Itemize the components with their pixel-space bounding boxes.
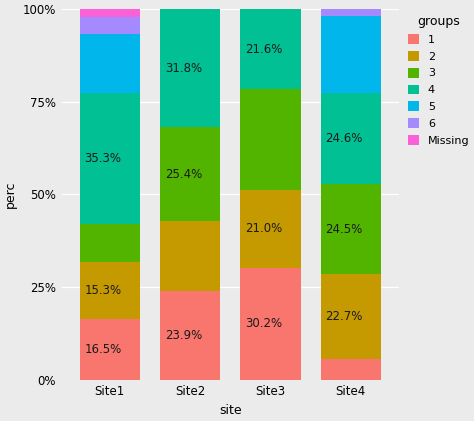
Bar: [321, 359, 381, 380]
Bar: [240, 190, 301, 268]
Bar: [160, 291, 220, 380]
Text: 23.9%: 23.9%: [165, 329, 202, 342]
Text: 15.3%: 15.3%: [84, 284, 122, 297]
Text: 30.2%: 30.2%: [245, 317, 283, 330]
Bar: [160, 127, 220, 221]
Bar: [321, 16, 381, 93]
Bar: [160, 9, 220, 127]
Bar: [80, 34, 140, 93]
Bar: [321, 93, 381, 184]
Text: 22.7%: 22.7%: [326, 310, 363, 323]
Bar: [80, 319, 140, 380]
Bar: [80, 9, 140, 16]
Bar: [321, 184, 381, 274]
Bar: [240, 89, 301, 190]
Text: 24.5%: 24.5%: [326, 223, 363, 236]
Bar: [240, 9, 301, 89]
Text: 35.3%: 35.3%: [84, 152, 121, 165]
Bar: [321, 9, 381, 16]
Bar: [160, 221, 220, 291]
X-axis label: site: site: [219, 404, 242, 417]
Text: 31.8%: 31.8%: [165, 61, 202, 75]
Bar: [321, 274, 381, 359]
Bar: [240, 268, 301, 380]
Text: 16.5%: 16.5%: [84, 343, 122, 356]
Bar: [80, 262, 140, 319]
Legend: 1, 2, 3, 4, 5, 6, Missing: 1, 2, 3, 4, 5, 6, Missing: [408, 15, 470, 146]
Text: 25.4%: 25.4%: [165, 168, 202, 181]
Text: 21.0%: 21.0%: [245, 222, 283, 235]
Text: 24.6%: 24.6%: [326, 132, 363, 145]
Bar: [80, 16, 140, 34]
Y-axis label: perc: perc: [4, 181, 17, 208]
Bar: [80, 224, 140, 262]
Bar: [80, 93, 140, 224]
Text: 21.6%: 21.6%: [245, 43, 283, 56]
